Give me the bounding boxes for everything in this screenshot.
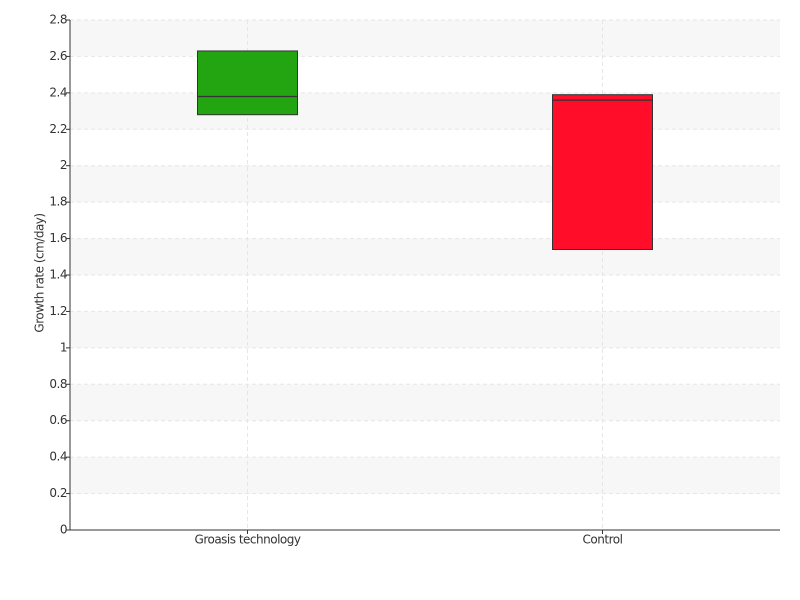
y-tick-label: 0.6 [49, 413, 67, 427]
grid-band [70, 165, 780, 203]
y-tick-label: 2.6 [49, 49, 67, 63]
grid-band [70, 311, 780, 348]
y-tick-label: 0.8 [49, 377, 67, 391]
y-tick-label: 2.8 [49, 13, 67, 27]
y-tick-label: 1.2 [49, 304, 67, 318]
grid-band [70, 92, 780, 130]
y-tick-label: 0 [60, 523, 67, 537]
grid-band [70, 20, 780, 57]
box [197, 50, 298, 116]
grid-band [70, 238, 780, 275]
y-tick-label: 2.4 [49, 85, 67, 99]
y-tick-label: 0.4 [49, 450, 67, 464]
grid-band [70, 384, 780, 421]
y-tick-label: 2 [60, 158, 67, 172]
y-tick-label: 2.2 [49, 122, 67, 136]
y-axis-label: Growth rate (cm/day) [33, 213, 47, 332]
y-tick-label: 1 [60, 340, 67, 354]
y-tick-label: 0.2 [49, 486, 67, 500]
x-tick-label: Groasis technology [195, 533, 301, 547]
y-tick-label: 1.6 [49, 231, 67, 245]
grid-band [70, 457, 780, 494]
x-tick-label: Control [583, 533, 623, 547]
y-tick-label: 1.8 [49, 195, 67, 209]
y-tick-label: 1.4 [49, 268, 67, 282]
box [552, 94, 653, 250]
